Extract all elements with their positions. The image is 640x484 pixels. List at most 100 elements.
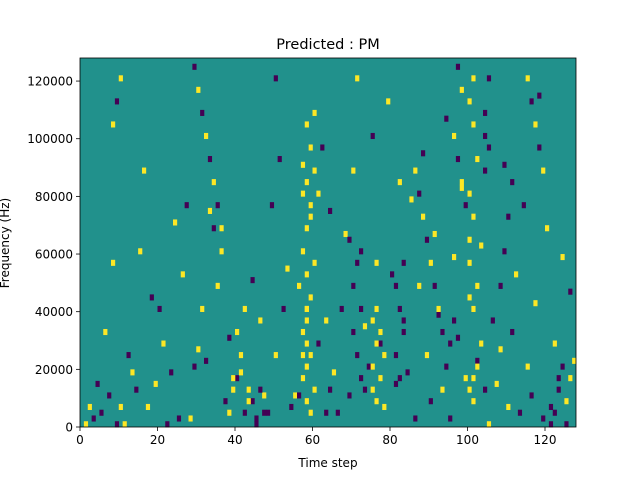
heatmap-cell-low [483,132,488,140]
heatmap-cell-high [343,230,348,238]
heatmap-cell-high [111,121,116,128]
heatmap-cell-low [95,380,100,387]
heatmap-cell-high [300,352,306,359]
heatmap-cell-high [87,403,92,411]
heatmap-cell-low [335,409,340,416]
heatmap-cell-high [130,369,135,376]
heatmap-cell-high [293,392,298,399]
heatmap-cell-high [285,265,290,272]
heatmap-cell-high [424,352,430,359]
heatmap-cell-low [351,328,356,336]
x-tick-label: 60 [305,433,320,447]
x-tick-label: 0 [76,433,84,447]
heatmap-cell-low [564,421,569,428]
heatmap-cell-high [145,403,151,411]
heatmap-cell-low [200,109,205,116]
heatmap-cell-low [262,409,267,416]
heatmap-cell-low [328,386,333,393]
y-tick-label: 0 [65,421,73,435]
heatmap-cell-high [196,86,201,93]
heatmap-cell-low [165,421,170,428]
heatmap-cell-high [351,167,356,174]
heatmap-cell-high [180,271,185,278]
heatmap-cell-low [359,375,364,382]
heatmap-cell-high [378,375,383,382]
heatmap-cell-high [300,161,306,168]
heatmap-cell-low [328,207,333,214]
heatmap-cell-high [304,398,309,405]
heatmap-cell-high [479,242,484,249]
x-tick-label: 120 [534,433,557,447]
x-tick-label: 100 [456,433,479,447]
heatmap-cell-high [525,363,530,370]
heatmap-cell-low [316,340,321,347]
heatmap-cell-high [188,415,193,422]
heatmap-cell-high [471,213,476,220]
heatmap-cell-high [459,86,464,93]
heatmap-cell-high [428,259,433,266]
heatmap-cell-low [258,386,263,393]
heatmap-cell-high [452,132,457,140]
heatmap-cell-high [475,282,480,289]
y-tick-label: 100000 [27,132,73,146]
heatmap-cell-high [459,184,464,191]
heatmap-cell-high [312,259,317,266]
heatmap-cell-low [114,421,120,428]
heatmap-cell-low [157,305,162,312]
heatmap-cell-low [463,202,468,209]
heatmap-cell-low [529,392,534,399]
heatmap-cell-high [297,282,302,289]
heatmap-cell-low [347,236,352,243]
heatmap-cell-low [397,305,402,312]
heatmap-cell-low [483,167,488,174]
heatmap-cell-high [304,340,309,347]
heatmap-cell-high [467,259,472,266]
heatmap-cell-low [114,98,120,105]
heatmap-cell-high [471,121,476,128]
heatmap-cell-low [541,415,546,422]
heatmap-cell-low [537,92,542,99]
heatmap-cell-low [401,328,406,336]
heatmap-cell-low [413,415,418,422]
heatmap-cell-high [362,323,368,330]
heatmap-cell-low [486,75,492,82]
heatmap-cell-high [374,340,379,347]
heatmap-cell-high [479,340,484,347]
heatmap-cell-high [308,202,313,209]
heatmap-cell-high [300,190,306,197]
heatmap-cell-low [440,328,445,336]
heatmap-cell-low [320,144,325,151]
heatmap-cell-low [223,398,228,405]
heatmap-cell-high [506,403,511,411]
heatmap-cell-high [436,305,441,312]
heatmap-cell-low [227,334,232,341]
heatmap-cell-low [483,109,488,116]
y-tick-label: 20000 [35,363,73,377]
heatmap-cell-low [254,415,259,422]
heatmap-cell-low [362,386,368,393]
heatmap-cell-high [486,421,492,428]
heatmap-cell-low [134,386,139,393]
heatmap-cell-low [273,75,278,82]
heatmap-cell-low [204,357,209,364]
heatmap-cell-high [273,352,278,359]
heatmap-cell-low [99,409,104,416]
heatmap-cell-high [215,282,220,289]
heatmap-cell-low [490,317,495,324]
heatmap-cell-low [448,340,453,347]
heatmap-cell-low [432,282,437,289]
chart-title: Predicted : PM [276,37,379,53]
heatmap-cell-high [196,346,201,353]
heatmap-cell-high [355,75,360,82]
heatmap-cell-low [397,375,402,382]
y-tick-label: 40000 [35,305,73,319]
heatmap-cell-high [238,369,244,376]
heatmap-cell-high [459,179,464,186]
heatmap-cell-high [227,409,232,416]
heatmap-cell-high [413,167,418,174]
heatmap-cell-low [269,202,275,209]
heatmap-cell-high [463,375,468,382]
heatmap-cell-high [138,248,143,255]
heatmap-cell-low [107,392,112,399]
